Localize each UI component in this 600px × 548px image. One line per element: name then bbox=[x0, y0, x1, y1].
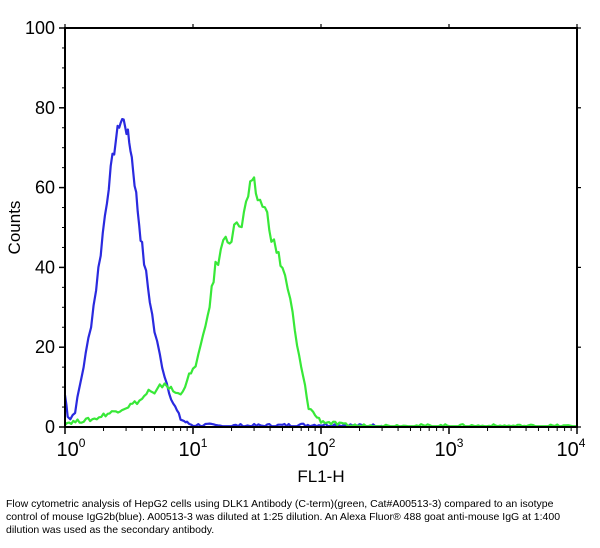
x-tick-exponent: 4 bbox=[579, 436, 586, 450]
y-axis-ticks: 0 20 40 60 80 100 bbox=[25, 18, 581, 437]
series-line-0 bbox=[63, 118, 383, 428]
x-tick-base: 10 bbox=[557, 439, 579, 461]
x-tick-label: 100 bbox=[57, 436, 86, 461]
x-tick-label: 104 bbox=[557, 436, 586, 461]
x-axis-ticks: 100 101 102 103 104 bbox=[57, 24, 586, 461]
x-tick-base: 10 bbox=[57, 439, 79, 461]
x-tick-exponent: 0 bbox=[79, 436, 86, 450]
x-tick-exponent: 3 bbox=[457, 436, 464, 450]
series-line-1 bbox=[64, 176, 577, 428]
y-tick-label: 40 bbox=[35, 257, 55, 277]
x-axis-label: FL1-H bbox=[297, 467, 344, 486]
series-layer bbox=[63, 118, 577, 428]
figure-caption: Flow cytometric analysis of HepG2 cells … bbox=[6, 498, 561, 536]
y-tick-label: 0 bbox=[45, 417, 55, 437]
x-tick-label: 102 bbox=[307, 436, 336, 461]
x-tick-base: 10 bbox=[179, 439, 201, 461]
x-tick-label: 101 bbox=[179, 436, 208, 461]
x-tick-label: 103 bbox=[435, 436, 464, 461]
y-tick-label: 80 bbox=[35, 98, 55, 118]
plot-frame bbox=[64, 27, 578, 428]
y-tick-label: 100 bbox=[25, 18, 55, 38]
x-tick-base: 10 bbox=[435, 439, 457, 461]
y-tick-label: 20 bbox=[35, 337, 55, 357]
y-tick-label: 60 bbox=[35, 178, 55, 198]
x-tick-exponent: 1 bbox=[201, 436, 208, 450]
x-tick-exponent: 2 bbox=[329, 436, 336, 450]
y-axis-label: Counts bbox=[5, 201, 24, 255]
x-tick-base: 10 bbox=[307, 439, 329, 461]
